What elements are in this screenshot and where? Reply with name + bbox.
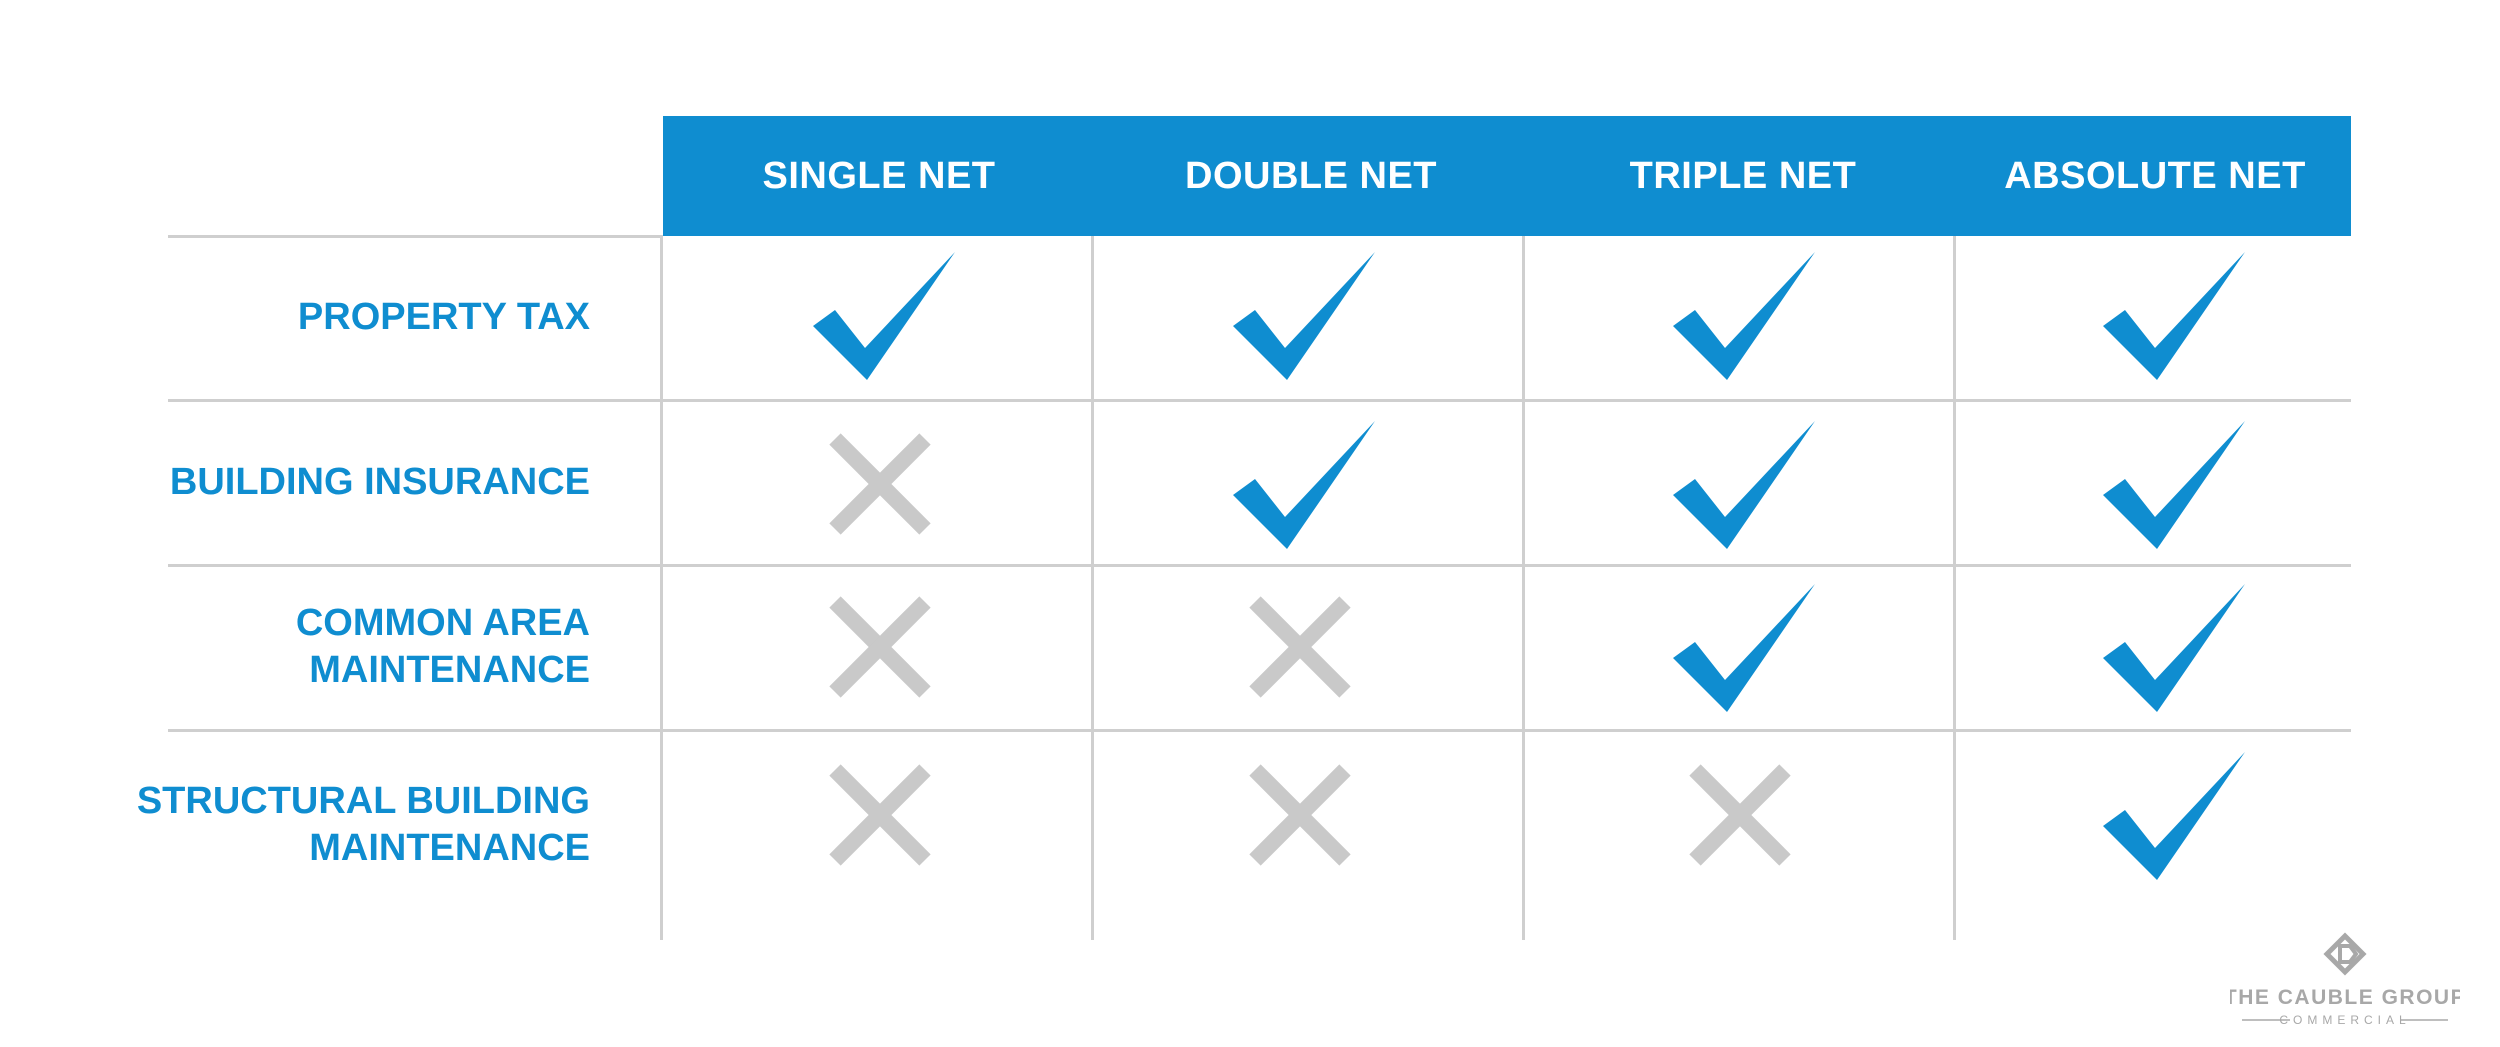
row-label-building-insurance: BUILDING INSURANCE (90, 400, 590, 564)
check-icon (813, 252, 955, 380)
check-icon (2103, 752, 2245, 880)
cross-icon (1249, 596, 1351, 698)
column-divider (1091, 236, 1094, 940)
row-label-line: MAINTENANCE (309, 649, 590, 691)
check-icon (1233, 252, 1375, 380)
row-label-property-tax: PROPERTY TAX (90, 236, 590, 399)
check-icon (2103, 421, 2245, 549)
row-divider (168, 235, 663, 238)
column-divider (660, 236, 663, 940)
column-header-single-net: SINGLE NET (762, 154, 996, 197)
column-header-absolute-net: ABSOLUTE NET (2004, 154, 2306, 197)
check-icon (1673, 584, 1815, 712)
row-label-common-area-maintenance: COMMON AREA MAINTENANCE (90, 565, 590, 729)
column-header-triple-net: TRIPLE NET (1629, 154, 1857, 197)
row-label-line: BUILDING INSURANCE (169, 460, 590, 503)
cross-icon (829, 764, 931, 866)
row-label-line: PROPERTY TAX (297, 296, 590, 338)
header-bar (663, 116, 2351, 236)
row-label-line: STRUCTURAL BUILDING (136, 780, 590, 822)
check-icon (1673, 252, 1815, 380)
cross-icon (1689, 764, 1791, 866)
company-logo: THE CAUBLE GROUP COMMERCIAL (2224, 930, 2465, 1030)
cross-icon (829, 596, 931, 698)
column-header-double-net: DOUBLE NET (1185, 154, 1437, 197)
row-label-structural-building-maintenance: STRUCTURAL BUILDING MAINTENANCE (90, 730, 590, 920)
row-divider (168, 399, 2351, 402)
row-label-line: COMMON AREA (295, 602, 590, 644)
logo-name: THE CAUBLE GROUP (2230, 986, 2460, 1009)
row-divider (168, 564, 2351, 567)
check-icon (2103, 584, 2245, 712)
logo-sub: COMMERCIAL (2279, 1013, 2410, 1027)
logo-diamond-icon: THE CAUBLE GROUP COMMERCIAL (2224, 932, 2465, 1027)
column-divider (1953, 236, 1956, 940)
row-divider (168, 729, 2351, 732)
check-icon (2103, 252, 2245, 380)
cross-icon (829, 433, 931, 535)
row-label-line: MAINTENANCE (309, 827, 590, 869)
cross-icon (1249, 764, 1351, 866)
check-icon (1233, 421, 1375, 549)
column-divider (1522, 236, 1525, 940)
check-icon (1673, 421, 1815, 549)
